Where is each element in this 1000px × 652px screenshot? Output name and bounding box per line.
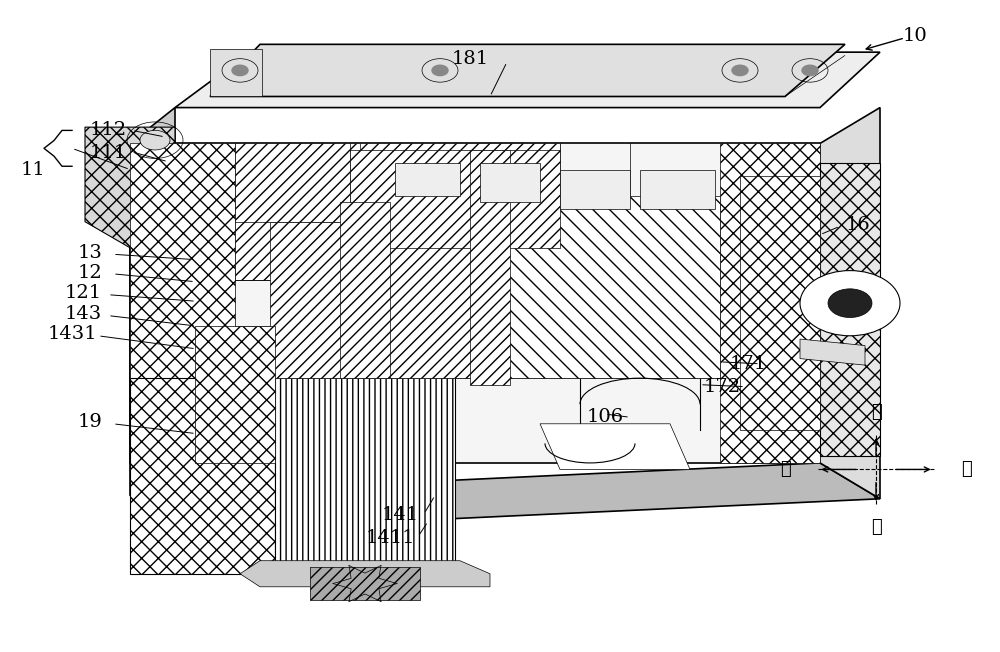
- Polygon shape: [130, 143, 235, 463]
- Polygon shape: [130, 143, 820, 463]
- Polygon shape: [130, 378, 275, 574]
- Polygon shape: [500, 196, 720, 378]
- Polygon shape: [270, 222, 500, 378]
- Text: 下: 下: [871, 518, 881, 536]
- Polygon shape: [275, 372, 455, 567]
- Text: 141: 141: [381, 506, 419, 524]
- Polygon shape: [740, 176, 820, 430]
- Text: 13: 13: [78, 244, 102, 262]
- Circle shape: [732, 65, 748, 76]
- Polygon shape: [470, 150, 510, 385]
- Text: 10: 10: [903, 27, 927, 45]
- Polygon shape: [560, 170, 630, 209]
- Circle shape: [828, 289, 872, 318]
- Text: 121: 121: [64, 284, 102, 303]
- Text: 12: 12: [78, 263, 102, 282]
- Polygon shape: [785, 55, 845, 96]
- Text: 171: 171: [729, 355, 767, 373]
- Polygon shape: [800, 339, 865, 365]
- Polygon shape: [820, 108, 880, 499]
- Polygon shape: [85, 127, 175, 248]
- Text: 左: 左: [780, 460, 790, 479]
- Polygon shape: [480, 163, 540, 202]
- Circle shape: [800, 271, 900, 336]
- Circle shape: [802, 65, 818, 76]
- Polygon shape: [720, 143, 820, 463]
- Polygon shape: [130, 108, 175, 496]
- Polygon shape: [540, 424, 690, 469]
- Text: 1411: 1411: [365, 529, 415, 547]
- Text: 106: 106: [586, 408, 624, 426]
- Polygon shape: [640, 170, 715, 209]
- Polygon shape: [235, 143, 470, 280]
- Polygon shape: [310, 567, 420, 600]
- Text: 111: 111: [89, 144, 127, 162]
- Text: 19: 19: [78, 413, 102, 432]
- Polygon shape: [240, 561, 490, 587]
- Text: 112: 112: [89, 121, 127, 140]
- Polygon shape: [350, 150, 560, 248]
- Text: 上: 上: [871, 403, 881, 421]
- Circle shape: [232, 65, 248, 76]
- Text: 1431: 1431: [47, 325, 97, 344]
- Text: 右: 右: [962, 460, 972, 479]
- Polygon shape: [210, 49, 262, 96]
- Text: 181: 181: [451, 50, 489, 68]
- Polygon shape: [175, 52, 880, 108]
- Text: 172: 172: [703, 378, 741, 396]
- Circle shape: [432, 65, 448, 76]
- Polygon shape: [340, 202, 390, 378]
- Text: 143: 143: [64, 305, 102, 323]
- Text: 16: 16: [846, 216, 870, 234]
- Polygon shape: [210, 44, 845, 96]
- Polygon shape: [360, 143, 560, 202]
- Polygon shape: [395, 163, 460, 196]
- Circle shape: [140, 130, 170, 150]
- Polygon shape: [820, 163, 880, 456]
- Text: 11: 11: [21, 160, 45, 179]
- Polygon shape: [195, 326, 275, 463]
- Polygon shape: [130, 463, 880, 528]
